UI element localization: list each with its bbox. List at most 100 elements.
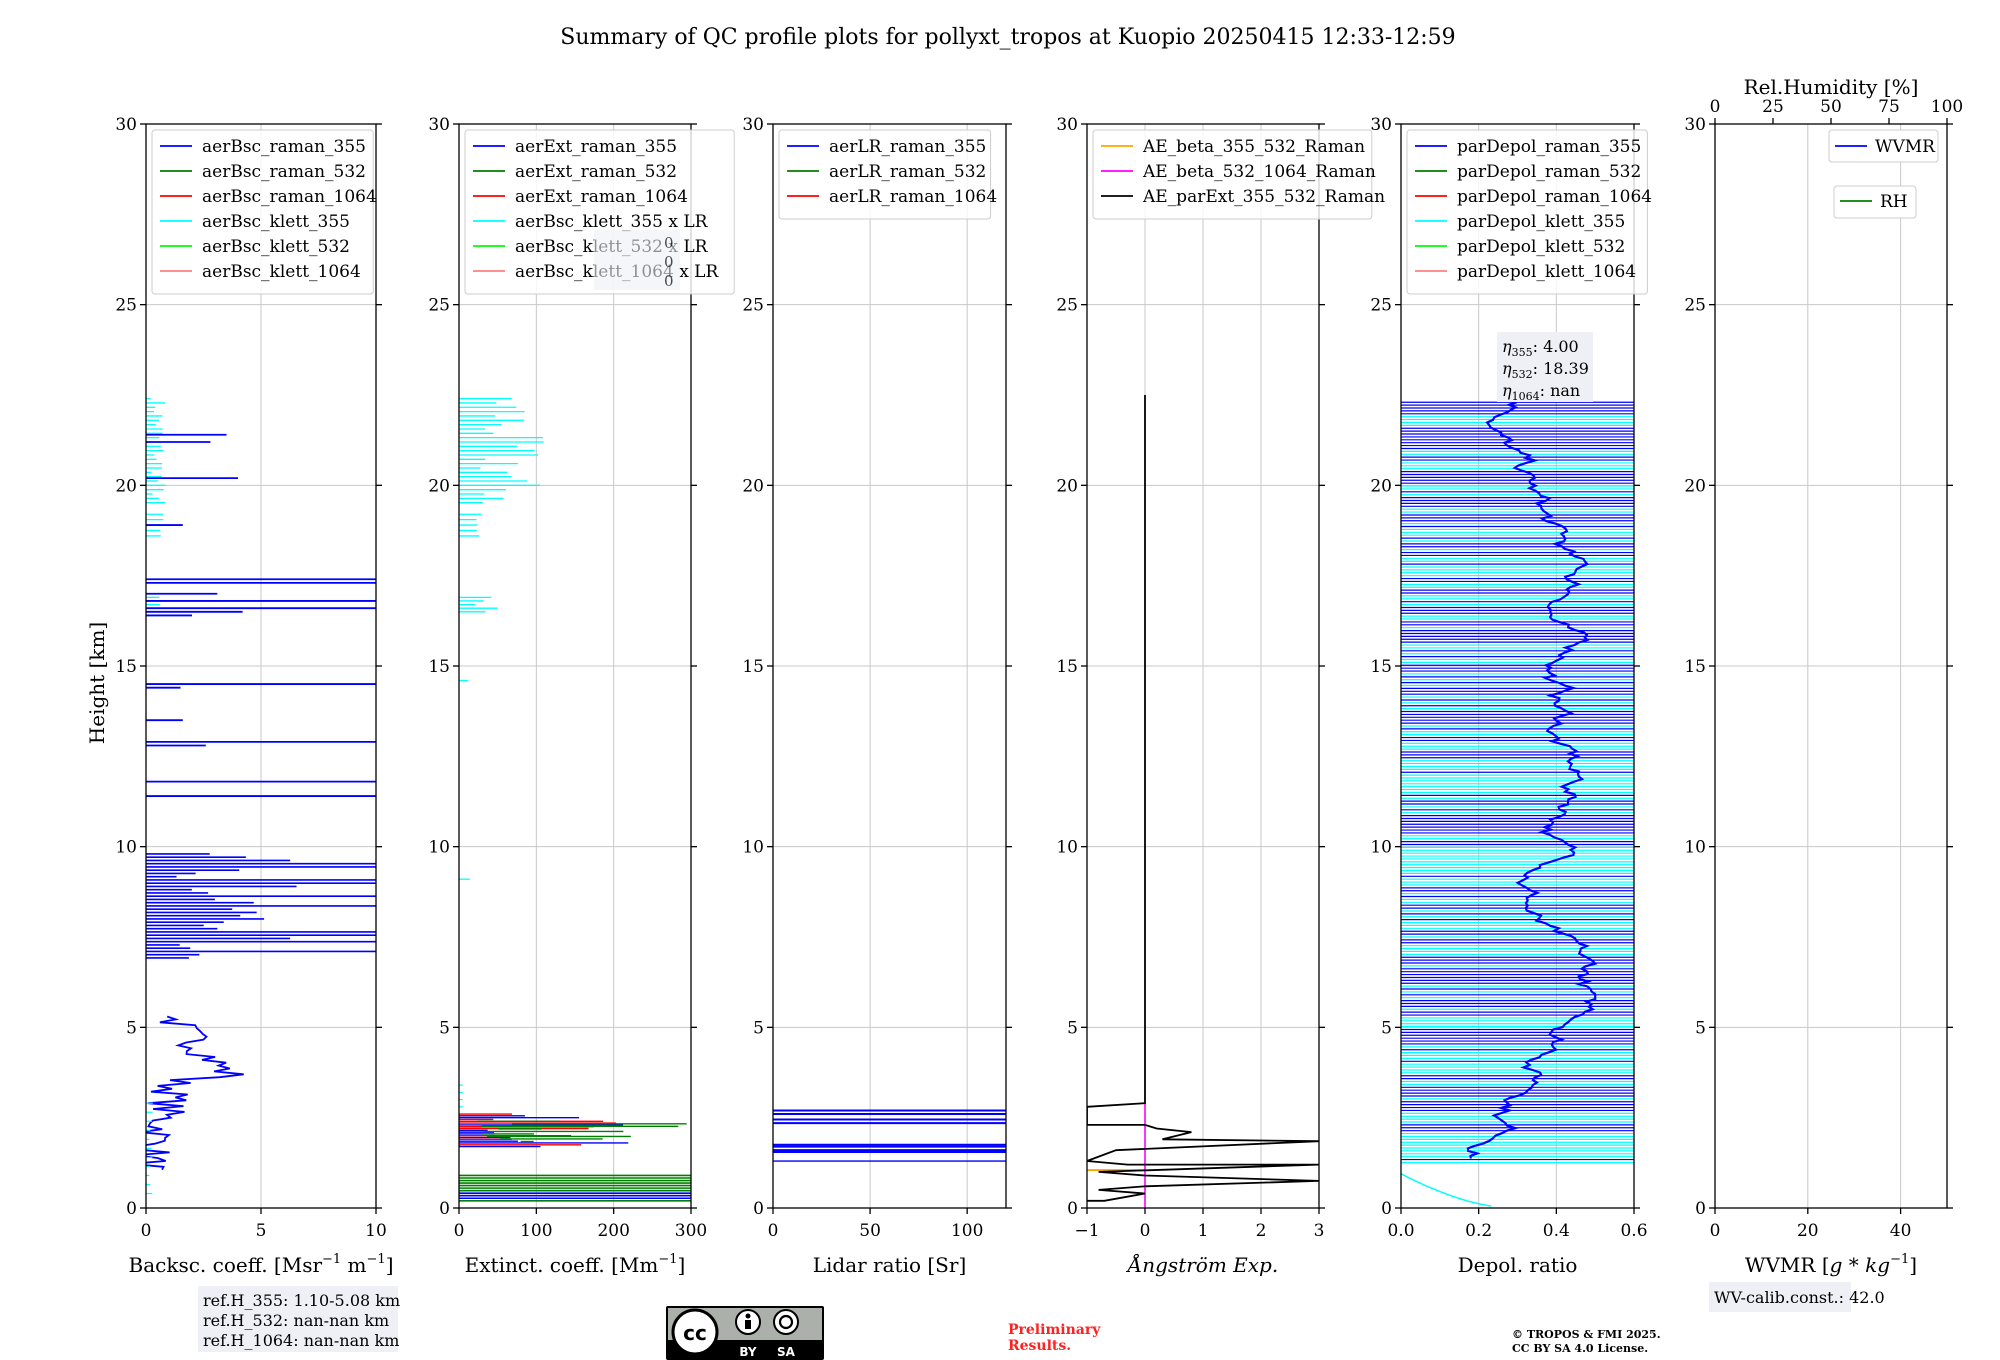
y-tick-label: 15 — [1684, 657, 1706, 677]
y-tick-label: 30 — [1370, 115, 1392, 135]
y-tick-label: 5 — [126, 1018, 137, 1038]
y-tick-label: 25 — [742, 296, 764, 316]
x-tick-label: 200 — [597, 1221, 629, 1241]
y-tick-label: 25 — [1370, 296, 1392, 316]
eta-subscript: 1064 — [1512, 390, 1540, 403]
x-axis-label: Lidar ratio [Sr] — [813, 1253, 967, 1277]
legend-angstrom: AE_beta_355_532_Raman AE_beta_532_1064_Ra… — [1092, 129, 1385, 220]
legend-label: parDepol_raman_1064 — [1457, 187, 1652, 207]
x-axis-label: Extinct. coeff. [Mm−1] — [465, 1252, 686, 1277]
legend-label: parDepol_raman_355 — [1457, 137, 1641, 157]
y-tick-label: 15 — [115, 657, 137, 677]
legend-rh: RH — [1833, 185, 1917, 219]
legend-label: aerBsc_klett_1064 — [202, 262, 361, 282]
preliminary-note: Preliminary — [1008, 1322, 1101, 1338]
y-tick-label: 10 — [428, 838, 450, 858]
x-axis-label-part: m — [341, 1253, 366, 1277]
y-tick-label: 15 — [1056, 657, 1078, 677]
legend-depol: parDepol_raman_355 parDepol_raman_532 parD… — [1406, 129, 1652, 295]
x-tick-label: 100 — [951, 1221, 983, 1241]
wv-calib-label: WV-calib.const.: 42.0 — [1714, 1288, 1885, 1307]
eta-value: : 4.00 — [1533, 337, 1579, 356]
y-tick-label: 5 — [439, 1018, 450, 1038]
top-x-tick-label: 50 — [1820, 97, 1842, 117]
y-tick-label: 30 — [115, 115, 137, 135]
data-extinction — [459, 397, 691, 1202]
x-axis-label-part: WVMR [ — [1745, 1253, 1830, 1277]
x-axis-label: Backsc. coeff. [Msr−1 m−1] — [129, 1252, 394, 1277]
legend-extinction: aerExt_raman_355 aerExt_raman_532 aerExt_r… — [464, 129, 735, 295]
y-tick-label: 15 — [428, 657, 450, 677]
ticks-lidar_ratio — [767, 123, 1012, 1214]
y-tick-label: 5 — [753, 1018, 764, 1038]
wv-calib-box: WV-calib.const.: 42.0 — [1709, 1282, 1885, 1312]
legend-box — [1406, 129, 1648, 295]
ext-stats-line: 0 — [664, 234, 674, 252]
top-x-tick-label: 100 — [1931, 97, 1963, 117]
legend-label: parDepol_klett_532 — [1457, 237, 1625, 257]
by-icon-head — [745, 1313, 751, 1319]
legend-label: aerLR_raman_355 — [829, 137, 986, 157]
x-tick-label: 20 — [1797, 1221, 1819, 1241]
x-axis-label: Depol. ratio — [1458, 1253, 1578, 1277]
x-axis-label-part: ] — [1909, 1253, 1917, 1277]
y-tick-label: 5 — [1067, 1018, 1078, 1038]
legend-label: aerBsc_klett_355 x LR — [515, 212, 709, 232]
x-axis-label-part: −1 — [322, 1252, 341, 1267]
preliminary-note: Results. — [1008, 1338, 1071, 1354]
legend-label: aerBsc_raman_1064 — [202, 187, 377, 207]
x-axis-label: Ångström Exp. — [1126, 1252, 1278, 1277]
x-axis-label-part: −1 — [658, 1252, 677, 1267]
y-tick-label: 0 — [1695, 1199, 1706, 1219]
x-tick-label: 0.6 — [1620, 1221, 1647, 1241]
legend-box — [1092, 129, 1373, 220]
copyright-note: © TROPOS & FMI 2025. — [1512, 1328, 1661, 1341]
ticks-depol — [1395, 123, 1640, 1214]
y-tick-label: 0 — [126, 1199, 137, 1219]
sa-icon-arc — [778, 1314, 794, 1330]
x-tick-label: 5 — [256, 1221, 267, 1241]
y-tick-label: 20 — [428, 476, 450, 496]
box-bg — [198, 1286, 398, 1352]
ref-height-line: ref.H_355: 1.10-5.08 km — [203, 1291, 400, 1310]
y-tick-label: 15 — [742, 657, 764, 677]
box-bg — [594, 230, 680, 290]
y-tick-label: 30 — [1684, 115, 1706, 135]
ext-stats-line: 0 — [664, 253, 674, 271]
legend-wvmr: WVMR — [1828, 129, 1939, 163]
x-tick-label: 10 — [365, 1221, 387, 1241]
eta-symbol: η — [1502, 337, 1512, 356]
box-bg — [1709, 1282, 1851, 1312]
y-tick-label: 0 — [1067, 1199, 1078, 1219]
data-lidar_ratio — [773, 1109, 1006, 1162]
ticks-extinction — [453, 123, 697, 1214]
legend-lidar_ratio: aerLR_raman_355 aerLR_raman_532 aerLR_rama… — [778, 129, 997, 220]
x-axis-label-part: Depol. ratio — [1458, 1253, 1578, 1277]
copyright-note: CC BY SA 4.0 License. — [1512, 1342, 1648, 1355]
legend-label: aerLR_raman_1064 — [829, 187, 997, 207]
x-tick-label: 0 — [1140, 1221, 1151, 1241]
legend-label: AE_beta_355_532_Raman — [1142, 137, 1365, 157]
x-tick-label: 0.2 — [1465, 1221, 1492, 1241]
ref-height-line: ref.H_532: nan-nan km — [203, 1311, 389, 1330]
panel-lidar_ratio: 0 5 10 15 20 25 30 0 50 100 Lidar ratio [Sr] aerLR_… — [742, 115, 1012, 1277]
x-axis-label: WVMR [g * kg−1] — [1745, 1252, 1917, 1277]
x-axis-label-part: ] — [386, 1253, 394, 1277]
eta-line: η355: 4.00 — [1502, 337, 1579, 359]
y-tick-label: 25 — [1056, 296, 1078, 316]
legend-label: aerBsc_klett_355 — [202, 212, 350, 232]
y-axis-label: Height [km] — [85, 622, 109, 744]
y-tick-label: 10 — [1684, 838, 1706, 858]
x-tick-label: 0.4 — [1543, 1221, 1570, 1241]
eta-subscript: 355 — [1512, 346, 1533, 359]
x-tick-label: 40 — [1890, 1221, 1912, 1241]
series-line-AE_parExt_355_532_Raman — [1087, 395, 1319, 1202]
by-label: BY — [739, 1345, 756, 1359]
x-axis-label-part: kg — [1865, 1253, 1890, 1277]
legend-label: aerBsc_raman_355 — [202, 137, 366, 157]
ext-stats-line: 0 — [664, 272, 674, 290]
